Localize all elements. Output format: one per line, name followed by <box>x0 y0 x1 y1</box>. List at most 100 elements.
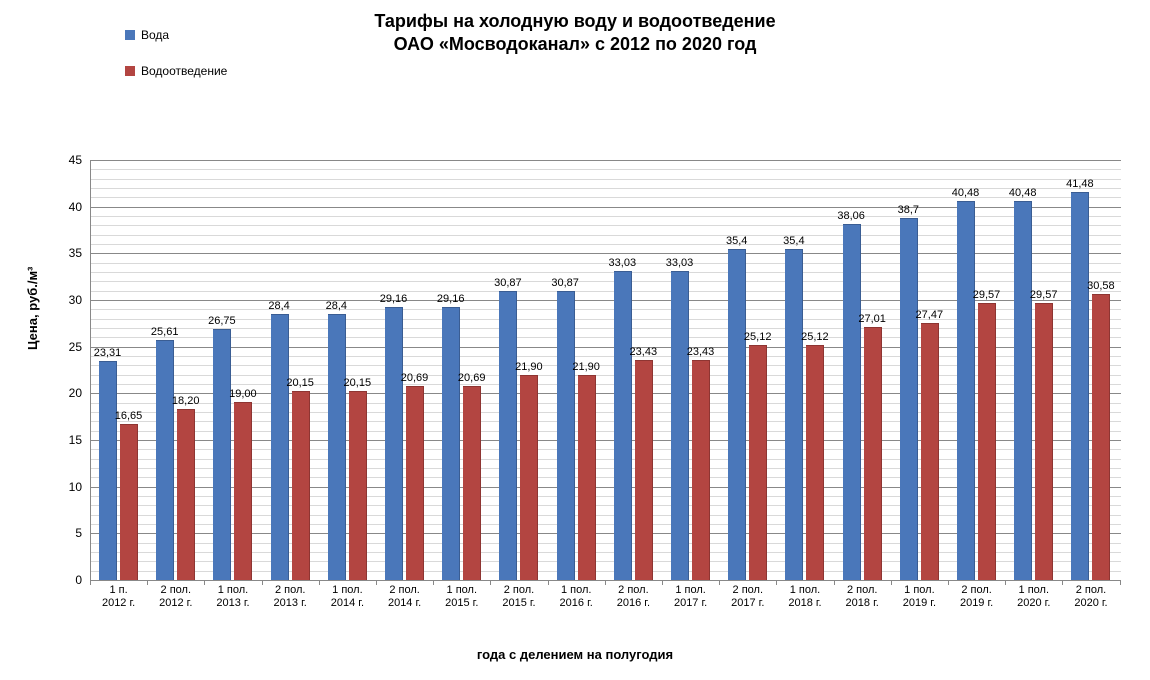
bar-label-sewage: 21,90 <box>515 361 543 373</box>
bar-sewage <box>177 409 195 580</box>
bar-water <box>1014 201 1032 580</box>
y-tick-label: 5 <box>42 526 82 540</box>
bar-water <box>156 340 174 580</box>
x-tick-label: 1 пол.2015 г. <box>433 584 490 610</box>
bar-label-water: 29,16 <box>380 293 408 305</box>
bar-water <box>785 249 803 580</box>
x-tick-label: 2 пол.2012 г. <box>147 584 204 610</box>
bar-sewage <box>864 327 882 580</box>
x-tick-label: 2 пол.2017 г. <box>719 584 776 610</box>
legend-swatch <box>125 30 135 40</box>
x-tick-label: 2 пол.2014 г. <box>376 584 433 610</box>
bar-label-water: 25,61 <box>151 326 179 338</box>
bar-sewage <box>120 424 138 580</box>
bar-sewage <box>749 345 767 580</box>
y-tick-label: 30 <box>42 293 82 307</box>
bar-water <box>557 291 575 580</box>
bar-label-water: 35,4 <box>726 235 747 247</box>
bar-label-water: 29,16 <box>437 293 465 305</box>
y-tick-label: 25 <box>42 340 82 354</box>
x-tick-label: 2 пол.2015 г. <box>490 584 547 610</box>
y-tick-label: 15 <box>42 433 82 447</box>
bar-water <box>1071 192 1089 580</box>
bar-label-water: 40,48 <box>952 187 980 199</box>
bar-label-water: 30,87 <box>551 277 579 289</box>
bars-layer: 23,3116,6525,6118,2026,7519,0028,420,152… <box>90 160 1120 580</box>
x-tick-label: 2 пол.2013 г. <box>262 584 319 610</box>
bar-label-sewage: 25,12 <box>801 331 829 343</box>
x-axis-title: года с делением на полугодия <box>0 647 1150 662</box>
plot-area: 23,3116,6525,6118,2026,7519,0028,420,152… <box>90 160 1120 580</box>
y-tick-label: 0 <box>42 573 82 587</box>
bar-label-sewage: 16,65 <box>115 410 143 422</box>
gridline-major <box>91 580 1121 581</box>
bar-sewage <box>978 303 996 580</box>
bar-sewage <box>806 345 824 580</box>
bar-label-sewage: 23,43 <box>630 346 658 358</box>
bar-water <box>957 201 975 580</box>
bar-label-sewage: 29,57 <box>973 289 1001 301</box>
bar-label-sewage: 19,00 <box>229 388 257 400</box>
y-tick-label: 35 <box>42 246 82 260</box>
chart-container: { "chart": { "type": "bar", "title_line1… <box>0 0 1150 680</box>
y-tick-label: 20 <box>42 386 82 400</box>
bar-sewage <box>406 386 424 580</box>
bar-sewage <box>463 386 481 580</box>
bar-sewage <box>520 375 538 580</box>
bar-label-water: 33,03 <box>666 257 694 269</box>
x-tick-label: 1 пол.2017 г. <box>662 584 719 610</box>
bar-sewage <box>692 360 710 580</box>
bar-label-sewage: 18,20 <box>172 395 200 407</box>
x-tick-label: 1 пол.2020 г. <box>1005 584 1062 610</box>
bar-water <box>442 307 460 580</box>
bar-label-sewage: 23,43 <box>687 346 715 358</box>
bar-label-sewage: 20,69 <box>458 372 486 384</box>
x-tick-label: 2 пол.2016 г. <box>605 584 662 610</box>
x-tick-label: 1 пол.2019 г. <box>891 584 948 610</box>
bar-label-water: 33,03 <box>609 257 637 269</box>
bar-water <box>499 291 517 580</box>
bar-label-water: 28,4 <box>268 300 289 312</box>
x-tick-label: 1 пол.2018 г. <box>776 584 833 610</box>
bar-water <box>614 271 632 580</box>
y-tick-label: 10 <box>42 480 82 494</box>
bar-sewage <box>578 375 596 580</box>
bar-water <box>99 361 117 580</box>
bar-water <box>213 329 231 580</box>
bar-label-sewage: 27,47 <box>916 309 944 321</box>
bar-water <box>328 314 346 580</box>
bar-label-water: 23,31 <box>94 347 122 359</box>
bar-label-sewage: 30,58 <box>1087 280 1115 292</box>
bar-water <box>900 218 918 580</box>
x-tick-label: 2 пол.2019 г. <box>948 584 1005 610</box>
y-tick-label: 45 <box>42 153 82 167</box>
y-axis-title: Цена, руб./м³ <box>25 267 40 350</box>
bar-sewage <box>1035 303 1053 580</box>
bar-sewage <box>1092 294 1110 580</box>
x-tick-label: 1 пол.2014 г. <box>319 584 376 610</box>
y-tick-label: 40 <box>42 200 82 214</box>
bar-water <box>671 271 689 580</box>
bar-label-sewage: 29,57 <box>1030 289 1058 301</box>
x-tick-label: 2 пол.2020 г. <box>1062 584 1119 610</box>
bar-label-sewage: 20,15 <box>286 377 314 389</box>
bar-sewage <box>349 391 367 580</box>
legend-item: Вода <box>125 28 227 42</box>
legend-label: Вода <box>141 28 169 42</box>
bar-label-water: 28,4 <box>326 300 347 312</box>
bar-label-water: 38,7 <box>898 204 919 216</box>
bar-sewage <box>234 402 252 580</box>
x-tick-label: 1 п.2012 г. <box>90 584 147 610</box>
bar-label-sewage: 27,01 <box>858 313 886 325</box>
bar-water <box>385 307 403 580</box>
bar-label-sewage: 25,12 <box>744 331 772 343</box>
bar-label-water: 35,4 <box>783 235 804 247</box>
bar-sewage <box>292 391 310 580</box>
x-tick <box>1120 580 1121 585</box>
bar-sewage <box>921 323 939 580</box>
bar-label-water: 30,87 <box>494 277 522 289</box>
x-tick-label: 2 пол.2018 г. <box>834 584 891 610</box>
legend-swatch <box>125 66 135 76</box>
bar-label-water: 40,48 <box>1009 187 1037 199</box>
bar-label-sewage: 20,69 <box>401 372 429 384</box>
